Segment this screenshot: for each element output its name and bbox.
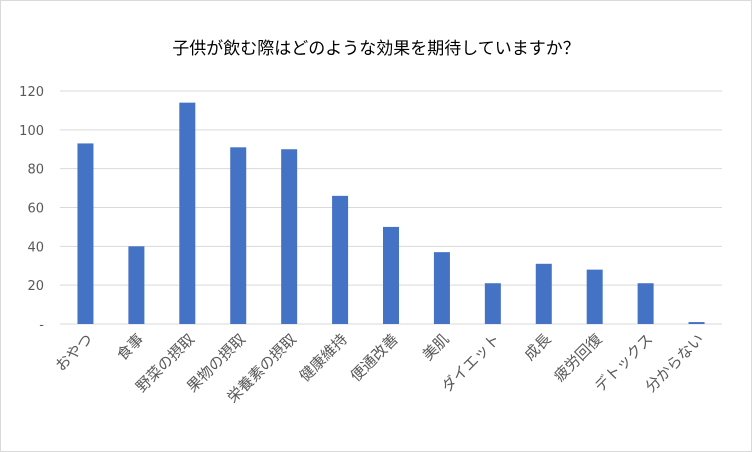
x-tick-label: 美肌: [419, 330, 453, 364]
y-tick-label: 20: [27, 279, 44, 294]
x-tick-label: 便通改善: [347, 330, 402, 385]
chart-title: 子供が飲む際はどのような効果を期待していますか？: [172, 39, 580, 59]
bar: [586, 269, 603, 324]
x-tick-label: 食事: [113, 330, 147, 364]
y-tick-label: 40: [27, 240, 44, 255]
bar: [230, 147, 247, 324]
bar: [535, 263, 552, 324]
y-tick-label: 120: [19, 85, 44, 100]
y-tick-label: 80: [27, 163, 44, 178]
y-tick-label: 60: [27, 202, 44, 217]
bar: [128, 246, 145, 324]
x-tick-label: 成長: [521, 330, 555, 364]
bars: [77, 102, 705, 325]
bar: [433, 252, 450, 324]
bar: [688, 322, 705, 324]
bar: [484, 283, 501, 324]
bar: [281, 149, 298, 324]
bar: [332, 195, 349, 324]
bar: [179, 102, 196, 325]
y-tick-label: -: [39, 318, 44, 333]
y-axis-ticks: - 20 40 60 80 100 120: [19, 85, 44, 333]
bar: [383, 226, 399, 324]
bar: [637, 283, 654, 324]
x-tick-label: 健康維持: [296, 330, 351, 385]
x-tick-label: おやつ: [52, 330, 97, 375]
y-tick-label: 100: [19, 124, 44, 139]
bar: [77, 143, 94, 324]
